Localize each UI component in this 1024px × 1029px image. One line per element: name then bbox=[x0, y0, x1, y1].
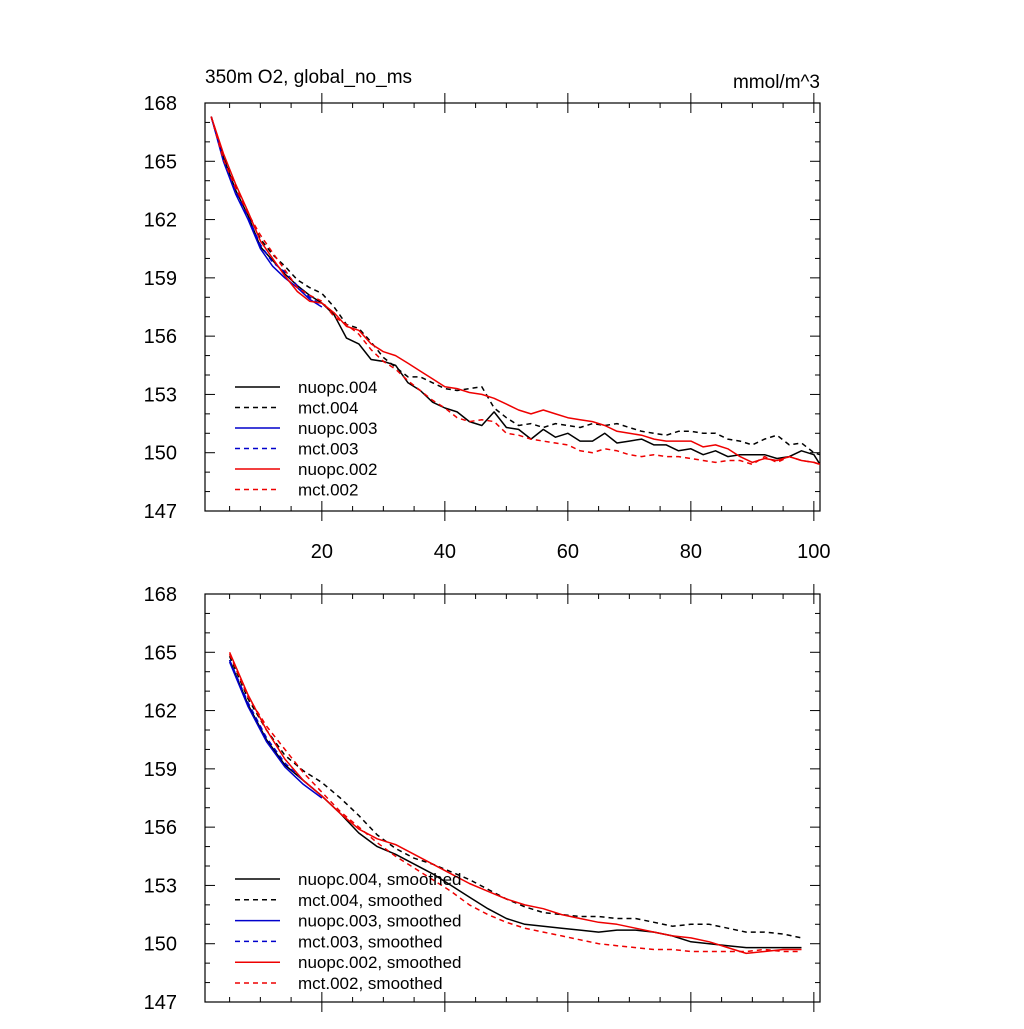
y-tick-label: 162 bbox=[144, 210, 177, 232]
legend-label: nuopc.004 bbox=[298, 378, 377, 397]
units-label: mmol/m^3 bbox=[733, 72, 820, 93]
y-tick-label: 165 bbox=[144, 642, 177, 664]
y-tick-label: 159 bbox=[144, 268, 177, 290]
x-tick-label: 80 bbox=[680, 541, 702, 563]
series-line-mct-002 bbox=[210, 116, 821, 466]
plot-panel-2: 147 150 153 156 159 162 165 168 nuopc.004, smoot… bbox=[144, 584, 821, 1014]
x-tick-label: 60 bbox=[557, 541, 579, 563]
series-line-nuopc-002-smoothed bbox=[228, 652, 802, 955]
series-line-nuopc-003-smoothed bbox=[228, 661, 323, 799]
legend: nuopc.004, smoothed mct.004, smoothed nuop… bbox=[235, 870, 462, 993]
legend-label: nuopc.002, smoothed bbox=[298, 953, 462, 972]
x-tick-label: 100 bbox=[797, 541, 830, 563]
y-tick-label: 153 bbox=[144, 875, 177, 897]
legend-label: mct.002 bbox=[298, 481, 358, 500]
legend-label: mct.002, smoothed bbox=[298, 974, 443, 993]
chart-title: 350m O2, global_no_ms bbox=[205, 67, 412, 88]
x-tick-label: 20 bbox=[311, 541, 333, 563]
y-tick-label: 168 bbox=[144, 584, 177, 606]
y-tick-label: 162 bbox=[144, 701, 177, 723]
series-line-mct-004-smoothed bbox=[228, 655, 802, 939]
plot-frame bbox=[204, 102, 821, 512]
y-tick-label: 153 bbox=[144, 384, 177, 406]
series-line-nuopc-003 bbox=[210, 116, 323, 308]
legend-label: mct.004 bbox=[298, 399, 358, 418]
series-line-mct-003 bbox=[210, 116, 323, 306]
y-tick-label: 159 bbox=[144, 759, 177, 781]
y-tick-label: 150 bbox=[144, 934, 177, 956]
series-line-nuopc-004 bbox=[210, 116, 821, 465]
y-tick-label: 147 bbox=[144, 501, 177, 523]
plot-panel-1: 147 150 153 156 159 162 165 168 20 40 60 80 100 350m … bbox=[144, 67, 831, 563]
y-tick-label: 168 bbox=[144, 93, 177, 115]
legend-label: mct.003, smoothed bbox=[298, 932, 443, 951]
series-line-mct-003-smoothed bbox=[228, 659, 323, 797]
legend-label: mct.003 bbox=[298, 440, 358, 459]
series-line-mct-002-smoothed bbox=[228, 653, 802, 953]
legend-label: nuopc.003 bbox=[298, 419, 377, 438]
series-line-nuopc-002 bbox=[210, 116, 821, 466]
series-line-mct-004 bbox=[210, 116, 821, 456]
legend-label: nuopc.002 bbox=[298, 460, 377, 479]
y-tick-label: 165 bbox=[144, 151, 177, 173]
y-tick-label: 150 bbox=[144, 443, 177, 465]
legend-label: nuopc.003, smoothed bbox=[298, 912, 462, 931]
x-tick-label: 40 bbox=[434, 541, 456, 563]
y-tick-label: 156 bbox=[144, 326, 177, 348]
y-tick-label: 147 bbox=[144, 992, 177, 1014]
y-tick-label: 156 bbox=[144, 817, 177, 839]
legend-label: nuopc.004, smoothed bbox=[298, 870, 462, 889]
legend-label: mct.004, smoothed bbox=[298, 891, 443, 910]
plot-frame bbox=[204, 593, 821, 1003]
